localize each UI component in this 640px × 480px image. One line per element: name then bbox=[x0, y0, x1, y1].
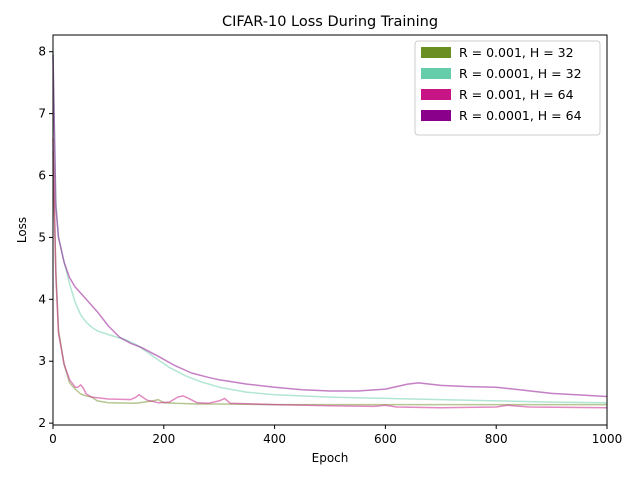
x-axis-title: Epoch bbox=[312, 451, 349, 465]
series-line-3 bbox=[52, 138, 608, 409]
y-tick-label: 5 bbox=[38, 230, 46, 244]
x-tick-label: 800 bbox=[485, 432, 508, 446]
legend-swatch bbox=[421, 47, 451, 58]
y-tick-label: 4 bbox=[38, 292, 46, 306]
y-tick-label: 3 bbox=[38, 354, 46, 368]
y-axis-ticks: 2 3 4 5 6 7 8 bbox=[38, 45, 53, 430]
legend-label: R = 0.0001, H = 32 bbox=[459, 66, 582, 81]
x-tick-label: 0 bbox=[49, 432, 57, 446]
legend-label: R = 0.0001, H = 64 bbox=[459, 108, 582, 123]
legend-label: R = 0.001, H = 64 bbox=[459, 87, 574, 102]
series-line-4 bbox=[52, 54, 608, 398]
x-tick-label: 600 bbox=[374, 432, 397, 446]
y-axis-title: Loss bbox=[15, 217, 29, 243]
y-tick-label: 7 bbox=[38, 107, 46, 121]
legend-box bbox=[414, 40, 601, 136]
x-tick-label: 1000 bbox=[592, 432, 623, 446]
legend-swatch bbox=[421, 68, 451, 79]
series-lines bbox=[52, 51, 608, 409]
legend-swatch bbox=[421, 89, 451, 100]
plot-frame bbox=[52, 34, 608, 426]
x-tick-label: 200 bbox=[152, 432, 175, 446]
x-tick-label: 400 bbox=[263, 432, 286, 446]
series-line-2 bbox=[52, 51, 608, 404]
legend-label: R = 0.001, H = 32 bbox=[459, 45, 574, 60]
y-tick-label: 8 bbox=[38, 45, 46, 59]
y-tick-label: 6 bbox=[38, 169, 46, 183]
legend-swatch bbox=[421, 110, 451, 121]
legend: R = 0.001, H = 32 R = 0.0001, H = 32 R = 0… bbox=[414, 40, 601, 136]
chart-title: CIFAR-10 Loss During Training bbox=[222, 14, 438, 30]
y-tick-label: 2 bbox=[38, 416, 46, 430]
x-axis-ticks: 0 200 400 600 800 1000 bbox=[49, 425, 622, 446]
